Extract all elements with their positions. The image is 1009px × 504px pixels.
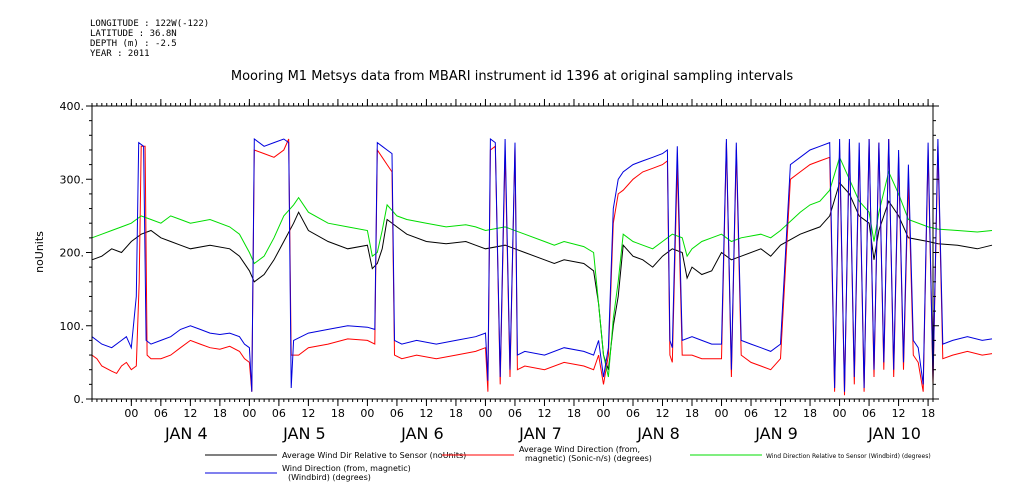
- legend: Average Wind Dir Relative to Sensor (noU…: [205, 445, 931, 482]
- x-tick-label: 00: [242, 407, 256, 420]
- legend-label-3: Wind Direction Relative to Sensor (Windb…: [766, 453, 931, 460]
- x-tick-label: 00: [833, 407, 847, 420]
- x-tick-label: 00: [715, 407, 729, 420]
- x-tick-label: 06: [272, 407, 286, 420]
- y-tick-label: 0.: [74, 393, 85, 406]
- x-tick-label: 12: [301, 407, 315, 420]
- day-label: JAN 5: [282, 424, 326, 443]
- x-tick-label: 00: [596, 407, 610, 420]
- x-tick-label: 18: [567, 407, 581, 420]
- x-tick-label: 12: [183, 407, 197, 420]
- x-tick-label: 18: [921, 407, 935, 420]
- legend-label-2: Average Wind Direction (from, magnetic) (…: [519, 445, 652, 463]
- metadata-block: LONGITUDE : 122W(-122) LATITUDE : 36.8N …: [90, 19, 209, 59]
- depth-label: DEPTH (m) : -2.5: [90, 39, 177, 49]
- x-tick-label: 06: [862, 407, 876, 420]
- y-tick-label: 400.: [60, 100, 85, 113]
- day-label: JAN 8: [636, 424, 680, 443]
- day-label: JAN 10: [867, 424, 921, 443]
- latitude-label: LATITUDE : 36.8N: [90, 29, 177, 39]
- chart-title: Mooring M1 Metsys data from MBARI instru…: [231, 69, 793, 84]
- x-tick-label: 06: [390, 407, 404, 420]
- x-tick-label: 12: [892, 407, 906, 420]
- x-tick-label: 18: [213, 407, 227, 420]
- series-line-3: [91, 155, 993, 378]
- x-tick-label: 06: [154, 407, 168, 420]
- x-tick-label: 06: [626, 407, 640, 420]
- x-tick-label: 06: [508, 407, 522, 420]
- x-tick-label: 18: [331, 407, 345, 420]
- y-axis-label: noUnits: [33, 231, 46, 273]
- x-tick-label: 00: [124, 407, 138, 420]
- axes-layer: 0. 100. 200. 300. 400. 00 06 12 18 00 06 12 18 00 06 12…: [60, 99, 939, 443]
- series-line-2: [91, 138, 993, 396]
- x-tick-label: 18: [803, 407, 817, 420]
- y-tick-label: 100.: [60, 320, 85, 333]
- day-label: JAN 6: [400, 424, 444, 443]
- x-tick-label: 12: [537, 407, 551, 420]
- series-layer: [91, 138, 993, 396]
- x-tick-label: 12: [774, 407, 788, 420]
- x-tick-label: 00: [478, 407, 492, 420]
- x-tick-label: 18: [685, 407, 699, 420]
- day-label: JAN 7: [518, 424, 562, 443]
- day-label: JAN 9: [754, 424, 798, 443]
- x-tick-label: 12: [419, 407, 433, 420]
- y-tick-label: 300.: [60, 173, 85, 186]
- y-tick-label: 200.: [60, 247, 85, 260]
- year-label: YEAR : 2011: [90, 49, 150, 59]
- x-tick-label: 18: [449, 407, 463, 420]
- series-line-4: [91, 138, 993, 392]
- x-tick-label: 00: [360, 407, 374, 420]
- legend-label-1: Average Wind Dir Relative to Sensor (noU…: [282, 451, 466, 460]
- legend-label-4: Wind Direction (from, magnetic) (Windbird…: [282, 464, 411, 482]
- day-label: JAN 4: [164, 424, 208, 443]
- series-line-1: [91, 181, 993, 370]
- longitude-label: LONGITUDE : 122W(-122): [90, 19, 210, 29]
- x-tick-label: 12: [656, 407, 670, 420]
- x-tick-label: 06: [744, 407, 758, 420]
